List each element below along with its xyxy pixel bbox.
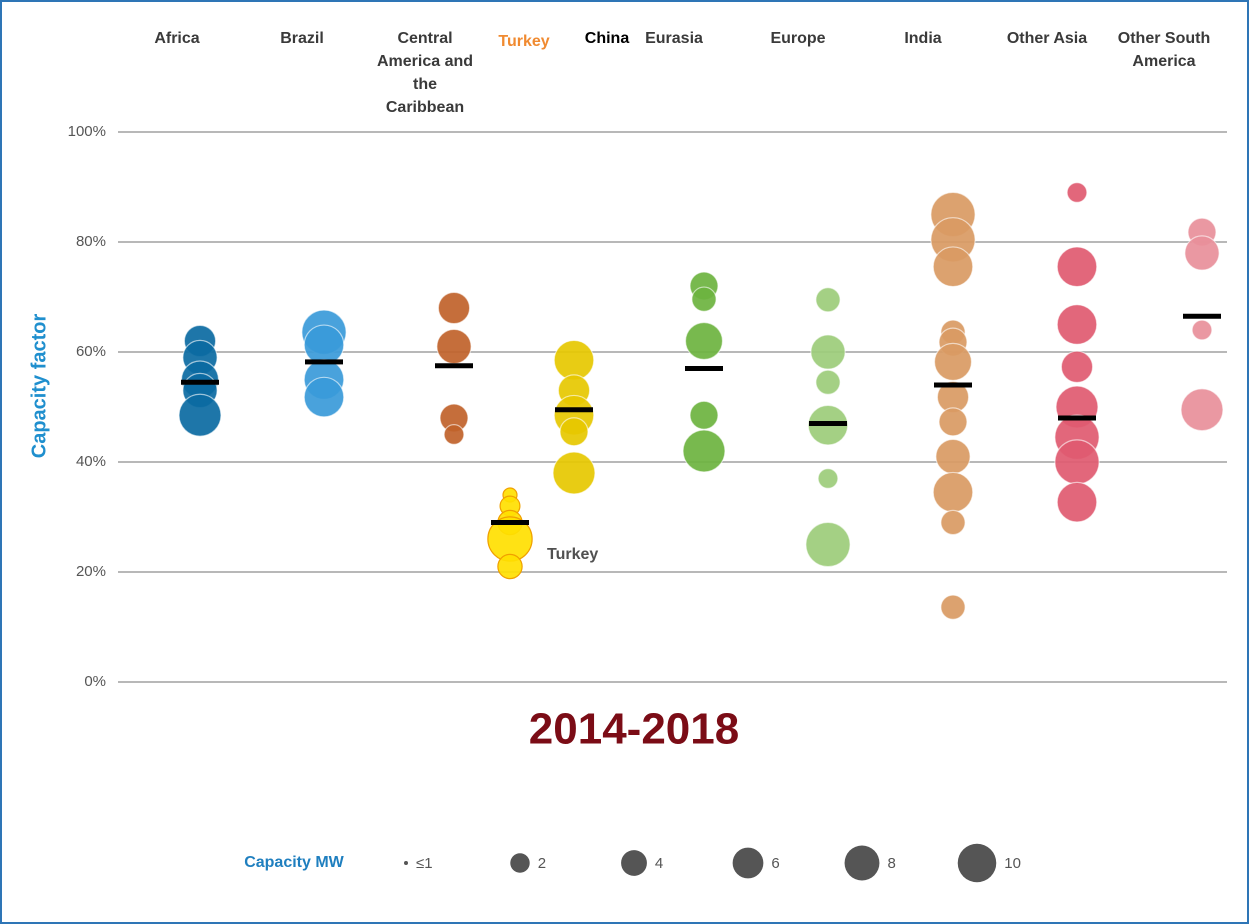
period-annotation: 2014-2018 (529, 705, 739, 754)
bubble (1060, 350, 1094, 384)
bubble (1066, 182, 1088, 203)
bubble (1056, 304, 1098, 345)
size-legend-bubble (957, 843, 997, 883)
median-bar (555, 407, 593, 413)
y-tick-label: 60% (76, 343, 106, 360)
y-tick-label: 20% (76, 563, 106, 580)
bubble (805, 521, 851, 568)
bubble (938, 407, 968, 437)
bubble (552, 451, 596, 495)
bubble (553, 339, 595, 381)
category-label: Europe (770, 30, 826, 47)
bubble (935, 438, 971, 475)
size-legend-title: Capacity MW (244, 854, 344, 871)
bubble (437, 291, 471, 325)
bubble (1191, 319, 1213, 341)
bubble (303, 376, 345, 418)
bubble (1184, 235, 1220, 271)
size-legend-bubble (844, 845, 880, 881)
median-bar (685, 366, 723, 371)
bubble (436, 328, 472, 365)
median-bar (1183, 313, 1221, 319)
bubble (815, 369, 841, 395)
category-label: Turkey (498, 33, 550, 50)
size-legend-label: 8 (887, 855, 895, 872)
bubble (443, 424, 465, 445)
median-bar (435, 363, 473, 369)
size-legend-label: 2 (538, 855, 546, 872)
bubble (933, 342, 973, 382)
bubble (684, 321, 724, 361)
category-label: China (584, 30, 630, 47)
bubble (303, 324, 345, 366)
bubble (1056, 481, 1098, 523)
bubble (817, 468, 839, 489)
y-axis-label: Capacity factor (28, 314, 50, 459)
category-label: Eurasia (645, 30, 703, 47)
size-legend-label: 4 (655, 855, 663, 872)
bubble (689, 400, 719, 430)
size-legend-bubble (732, 847, 764, 879)
size-legend-label: ≤1 (416, 855, 433, 872)
bubble (1180, 388, 1224, 432)
bubble (940, 594, 966, 620)
category-label: Central America and the Caribbean (376, 30, 474, 116)
bubble (691, 286, 717, 312)
category-label: Brazil (280, 30, 324, 47)
y-tick-label: 0% (84, 673, 106, 690)
median-bar (181, 379, 219, 385)
y-tick-label: 40% (76, 453, 106, 470)
category-label: Other South America (1117, 30, 1211, 70)
y-tick-label: 100% (68, 123, 106, 140)
bubble (178, 393, 222, 437)
bubble (497, 553, 523, 580)
median-bar (305, 359, 343, 365)
category-label: Other Asia (1006, 30, 1088, 47)
bubble (682, 429, 726, 473)
bubble (1056, 246, 1098, 288)
size-legend-bubble (621, 850, 647, 876)
bubble (940, 509, 966, 536)
category-label: India (904, 30, 942, 47)
bubble (810, 334, 846, 370)
median-bar (1058, 415, 1096, 421)
median-bar (491, 520, 529, 525)
bubble (932, 246, 974, 288)
bubble (559, 417, 589, 447)
median-bar (809, 421, 847, 426)
highlight-label: Turkey (547, 546, 598, 563)
size-legend-label: 6 (771, 855, 779, 872)
size-legend-bubble (404, 861, 408, 865)
bubble (815, 287, 841, 313)
y-tick-label: 80% (76, 233, 106, 250)
size-legend-bubble (510, 853, 530, 873)
bubble (1054, 439, 1100, 485)
bubble (932, 471, 974, 513)
category-label: Africa (154, 30, 200, 47)
median-bar (934, 382, 972, 388)
size-legend-label: 10 (1004, 855, 1021, 872)
